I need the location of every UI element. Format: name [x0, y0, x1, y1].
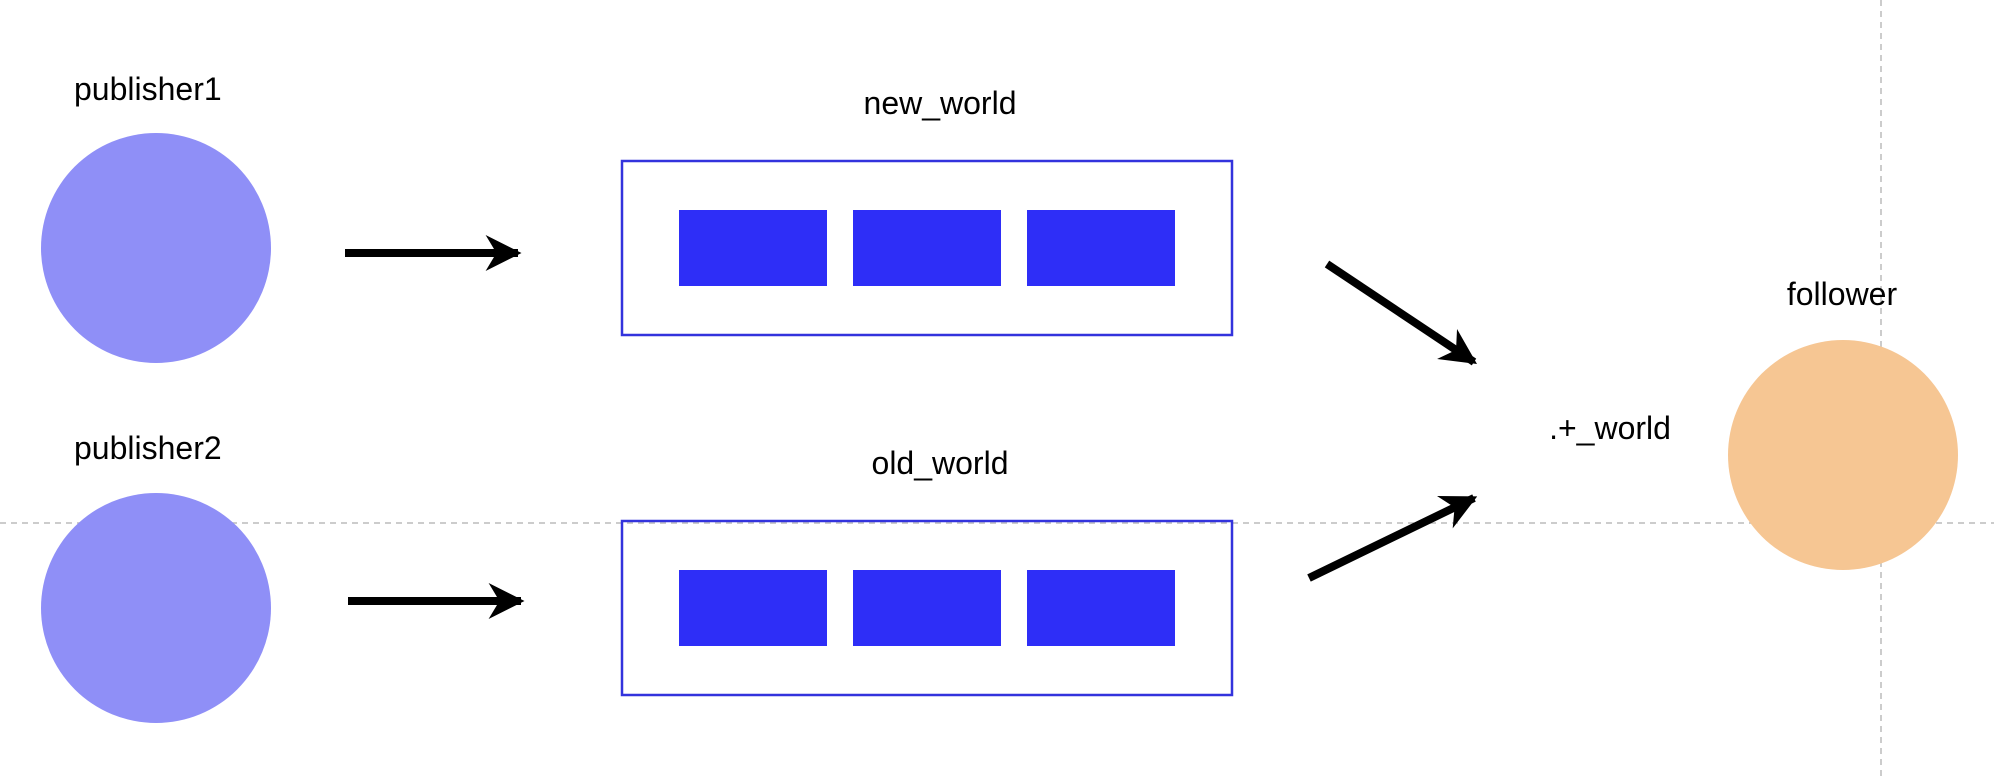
- new-world-message-3: [1027, 210, 1175, 286]
- old-world-message-2: [853, 570, 1001, 646]
- topic-old-world[interactable]: old_world: [620, 445, 1234, 697]
- publisher1-label: publisher1: [74, 71, 222, 107]
- publisher2-label: publisher2: [74, 430, 222, 466]
- new-world-message-1: [679, 210, 827, 286]
- new-world-queue-box: [620, 159, 1234, 337]
- old-world-label: old_world: [872, 445, 1009, 481]
- publisher1-circle: [41, 133, 271, 363]
- pattern-label: .+_world: [1549, 410, 1671, 446]
- topic-new-world[interactable]: new_world: [620, 85, 1234, 337]
- new-world-message-2: [853, 210, 1001, 286]
- follower-node[interactable]: follower: [1728, 276, 1958, 570]
- old-world-message-3: [1027, 570, 1175, 646]
- publisher2-node[interactable]: publisher2: [41, 430, 271, 723]
- old-world-message-1: [679, 570, 827, 646]
- publisher1-node[interactable]: publisher1: [41, 71, 271, 363]
- new-world-to-pattern-arrow: [1324, 260, 1477, 366]
- old-world-to-pattern-arrow: [1307, 494, 1478, 582]
- follower-circle: [1728, 340, 1958, 570]
- new-world-label: new_world: [864, 85, 1017, 121]
- old-world-queue-box: [620, 519, 1234, 697]
- publisher2-circle: [41, 493, 271, 723]
- follower-label: follower: [1787, 276, 1898, 312]
